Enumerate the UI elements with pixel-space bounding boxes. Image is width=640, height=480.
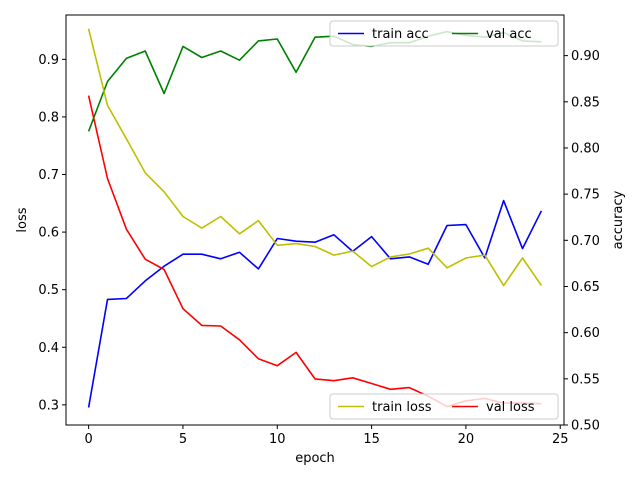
y-right-tick-label: 0.55 bbox=[571, 372, 600, 387]
x-tick-label: 20 bbox=[458, 432, 475, 447]
y-right-tick-label: 0.90 bbox=[571, 49, 600, 64]
legend-upper-right: train acc val acc bbox=[329, 20, 559, 47]
legend-entry-label: train loss bbox=[372, 400, 432, 415]
x-tick-label: 10 bbox=[269, 432, 286, 447]
legend-entry-label: val acc bbox=[486, 27, 532, 42]
y-right-tick-label: 0.70 bbox=[571, 234, 600, 249]
series-line-train-acc bbox=[87, 199, 543, 408]
y-left-tick-label: 0.6 bbox=[38, 226, 59, 241]
x-axis-label: epoch bbox=[295, 451, 335, 466]
y-axis-label-left: loss bbox=[15, 207, 30, 232]
legend-box bbox=[329, 393, 559, 420]
x-tick-label: 25 bbox=[552, 432, 569, 447]
y-right-tick-label: 0.75 bbox=[571, 188, 600, 203]
y-left-tick-label: 0.3 bbox=[38, 398, 59, 413]
y-right-tick-label: 0.80 bbox=[571, 141, 600, 156]
y-right-tick-label: 0.85 bbox=[571, 95, 600, 110]
y-left-tick-label: 0.8 bbox=[38, 110, 59, 125]
x-tick-label: 5 bbox=[179, 432, 187, 447]
y-right-tick-label: 0.50 bbox=[571, 419, 600, 434]
y-left-tick-label: 0.4 bbox=[38, 341, 59, 356]
x-tick-label: 15 bbox=[363, 432, 380, 447]
legend-box bbox=[329, 20, 559, 47]
legend-lower-right: train loss val loss bbox=[329, 393, 559, 420]
legend-entry-label: train acc bbox=[372, 27, 429, 42]
y-right-tick-label: 0.65 bbox=[571, 280, 600, 295]
legend-entry-label: val loss bbox=[486, 400, 535, 415]
y-axis-label-right: accuracy bbox=[611, 190, 626, 249]
y-left-tick-label: 0.7 bbox=[38, 168, 59, 183]
series-line-train-loss bbox=[87, 28, 543, 287]
y-left-tick-label: 0.5 bbox=[38, 283, 59, 298]
y-right-tick-label: 0.60 bbox=[571, 326, 600, 341]
plot-frame bbox=[65, 14, 565, 426]
y-left-tick-label: 0.9 bbox=[38, 53, 59, 68]
x-tick-label: 0 bbox=[84, 432, 92, 447]
